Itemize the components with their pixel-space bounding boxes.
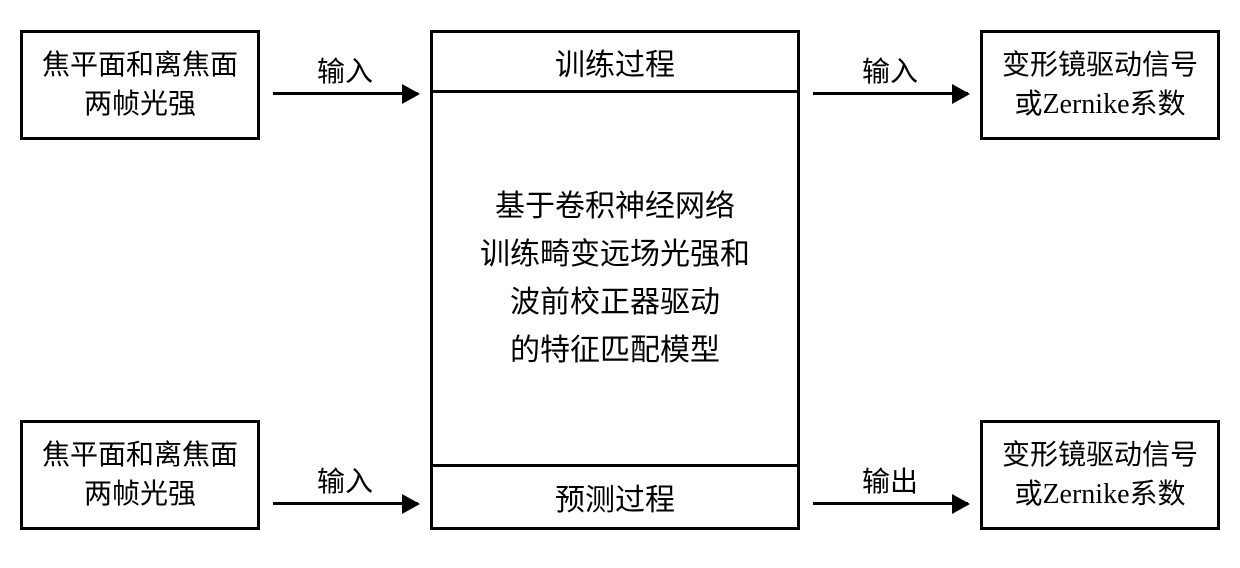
- training-process-label: 训练过程: [433, 33, 797, 93]
- input-box-top-left: 焦平面和离焦面 两帧光强: [20, 30, 260, 140]
- arrow-top-right: 输入: [805, 50, 975, 95]
- box-text-line: 焦平面和离焦面: [42, 46, 238, 85]
- input-box-bottom-left: 焦平面和离焦面 两帧光强: [20, 420, 260, 530]
- arrow-bottom-right: 输出: [805, 460, 975, 505]
- arrow-label: 输入: [317, 50, 373, 90]
- arrow-head-icon: [952, 84, 970, 104]
- model-text-line: 波前校正器驱动: [510, 279, 720, 327]
- arrow-label: 输出: [862, 460, 918, 500]
- center-process-box: 训练过程 基于卷积神经网络 训练畸变远场光强和 波前校正器驱动 的特征匹配模型 …: [430, 30, 800, 530]
- model-description: 基于卷积神经网络 训练畸变远场光强和 波前校正器驱动 的特征匹配模型: [433, 93, 797, 467]
- arrow-top-left: 输入: [265, 50, 425, 95]
- output-box-top-right: 变形镜驱动信号 或Zernike系数: [980, 30, 1220, 140]
- prediction-label-text: 预测过程: [555, 475, 675, 519]
- box-text-line: 变形镜驱动信号: [1002, 46, 1198, 85]
- arrow-line: [813, 502, 968, 505]
- box-text-line: 变形镜驱动信号: [1002, 436, 1198, 475]
- model-text-line: 训练畸变远场光强和: [480, 231, 750, 279]
- prediction-process-label: 预测过程: [433, 467, 797, 527]
- arrow-label: 输入: [317, 460, 373, 500]
- box-text-line: 或Zernike系数: [1014, 85, 1185, 124]
- arrow-label: 输入: [862, 50, 918, 90]
- arrow-head-icon: [402, 494, 420, 514]
- box-text-line: 焦平面和离焦面: [42, 436, 238, 475]
- arrow-bottom-left: 输入: [265, 460, 425, 505]
- box-text-line: 或Zernike系数: [1014, 475, 1185, 514]
- box-text-line: 两帧光强: [84, 475, 196, 514]
- arrow-line: [273, 92, 418, 95]
- arrow-line: [813, 92, 968, 95]
- arrow-head-icon: [952, 494, 970, 514]
- arrow-head-icon: [402, 84, 420, 104]
- arrow-line: [273, 502, 418, 505]
- training-label-text: 训练过程: [555, 40, 675, 84]
- model-text-line: 的特征匹配模型: [510, 327, 720, 375]
- box-text-line: 两帧光强: [84, 85, 196, 124]
- model-text-line: 基于卷积神经网络: [495, 183, 735, 231]
- output-box-bottom-right: 变形镜驱动信号 或Zernike系数: [980, 420, 1220, 530]
